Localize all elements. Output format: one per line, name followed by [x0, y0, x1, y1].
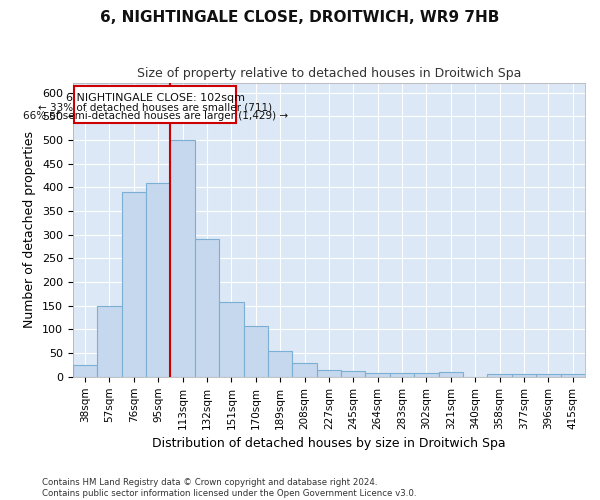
Text: ← 33% of detached houses are smaller (711): ← 33% of detached houses are smaller (71… — [38, 102, 272, 112]
Bar — [536, 374, 560, 377]
Bar — [317, 370, 341, 377]
Bar — [341, 371, 365, 377]
Bar — [512, 374, 536, 377]
Bar — [73, 365, 97, 377]
Text: 66% of semi-detached houses are larger (1,429) →: 66% of semi-detached houses are larger (… — [23, 110, 288, 120]
Title: Size of property relative to detached houses in Droitwich Spa: Size of property relative to detached ho… — [137, 68, 521, 80]
Bar — [414, 372, 439, 377]
FancyBboxPatch shape — [74, 86, 236, 124]
Bar — [146, 182, 170, 377]
Bar — [97, 306, 122, 377]
Bar — [170, 140, 195, 377]
X-axis label: Distribution of detached houses by size in Droitwich Spa: Distribution of detached houses by size … — [152, 437, 506, 450]
Bar — [390, 372, 414, 377]
Bar — [292, 362, 317, 377]
Bar — [122, 192, 146, 377]
Bar — [365, 372, 390, 377]
Text: 6, NIGHTINGALE CLOSE, DROITWICH, WR9 7HB: 6, NIGHTINGALE CLOSE, DROITWICH, WR9 7HB — [100, 10, 500, 25]
Bar — [244, 326, 268, 377]
Bar — [439, 372, 463, 377]
Bar — [487, 374, 512, 377]
Text: Contains HM Land Registry data © Crown copyright and database right 2024.
Contai: Contains HM Land Registry data © Crown c… — [42, 478, 416, 498]
Bar — [219, 302, 244, 377]
Bar — [268, 351, 292, 377]
Text: 6 NIGHTINGALE CLOSE: 102sqm: 6 NIGHTINGALE CLOSE: 102sqm — [65, 92, 245, 102]
Bar — [560, 374, 585, 377]
Bar — [195, 240, 219, 377]
Y-axis label: Number of detached properties: Number of detached properties — [23, 132, 37, 328]
